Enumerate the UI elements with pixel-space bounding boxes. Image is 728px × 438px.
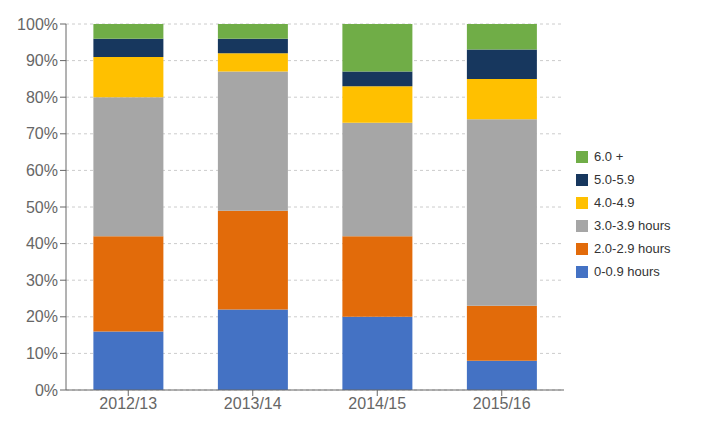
svg-text:10%: 10%	[26, 345, 58, 362]
svg-text:30%: 30%	[26, 272, 58, 289]
svg-text:2015/16: 2015/16	[473, 395, 531, 412]
html-text:5.0-5.9: 5.0-5.9	[594, 172, 635, 187]
svg-text:80%: 80%	[26, 89, 58, 106]
svg-text:20%: 20%	[26, 308, 58, 325]
svg-text:2012/13: 2012/13	[99, 395, 157, 412]
html-text:0-0.9 hours: 0-0.9 hours	[594, 264, 660, 279]
html-text:6.0 +: 6.0 +	[594, 149, 624, 164]
html-text:3.0-3.9 hours: 3.0-3.9 hours	[594, 218, 671, 233]
svg-text:70%: 70%	[26, 125, 58, 142]
html-text:4.0-4.9: 4.0-4.9	[594, 195, 635, 210]
svg-text:90%: 90%	[26, 52, 58, 69]
html-text:2.0-2.9 hours: 2.0-2.9 hours	[594, 241, 671, 256]
svg-text:2013/14: 2013/14	[224, 395, 282, 412]
svg-text:100%: 100%	[17, 16, 58, 33]
svg-text:0%: 0%	[35, 382, 58, 399]
svg-text:40%: 40%	[26, 235, 58, 252]
svg-text:50%: 50%	[26, 199, 58, 216]
svg-text:60%: 60%	[26, 162, 58, 179]
svg-text:2014/15: 2014/15	[348, 395, 406, 412]
